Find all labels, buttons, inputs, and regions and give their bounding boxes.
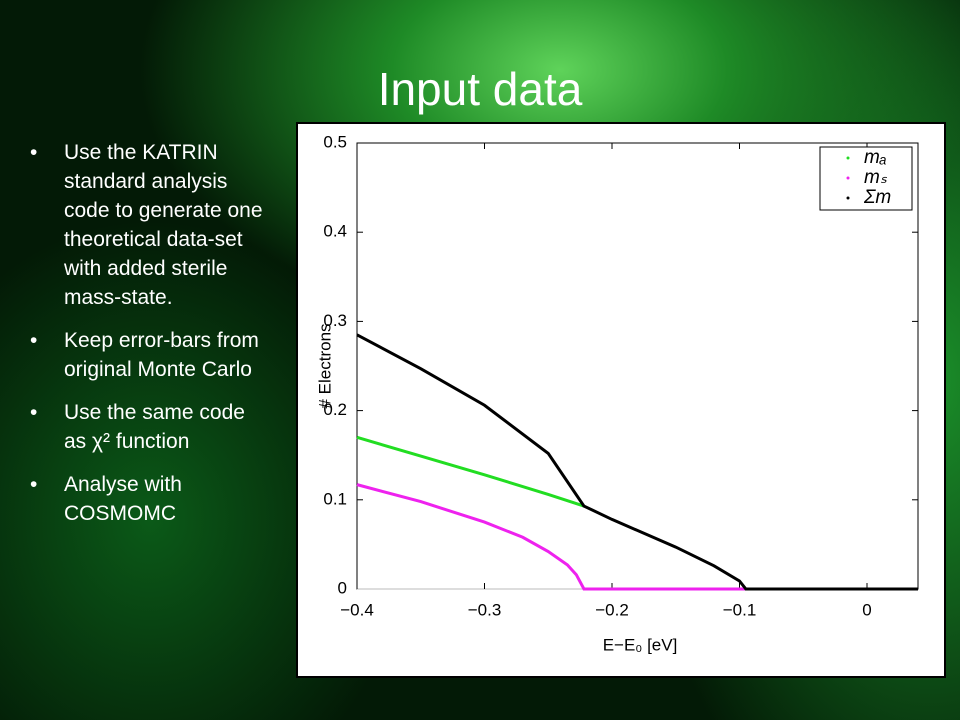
y-tick-label: 0.5	[323, 132, 347, 151]
x-axis-label: E−E₀ [eV]	[603, 635, 678, 654]
legend-marker	[846, 196, 850, 200]
y-tick-label: 0.1	[323, 489, 347, 508]
bullet: Use the KATRIN standard analysis code to…	[28, 138, 268, 312]
legend-marker	[846, 156, 850, 160]
y-tick-label: 0.3	[323, 311, 347, 330]
bullet: Use the same code as χ² function	[28, 398, 268, 456]
bullet-list: Use the KATRIN standard analysis code to…	[28, 138, 268, 542]
slide-title: Input data	[377, 63, 583, 115]
x-tick-label: −0.1	[723, 600, 757, 619]
x-tick-label: −0.2	[595, 600, 629, 619]
y-tick-label: 0.2	[323, 400, 347, 419]
y-axis-label: # Electrons	[315, 323, 334, 408]
x-tick-label: −0.4	[340, 600, 374, 619]
x-tick-label: 0	[862, 600, 871, 619]
series-line	[356, 333, 918, 591]
legend-label: mₛ	[864, 167, 888, 188]
y-tick-label: 0	[338, 578, 347, 597]
legend-label: Σm	[863, 187, 891, 208]
bullet: Analyse with COSMOMC	[28, 470, 268, 528]
legend-label: mₐ	[864, 147, 887, 168]
bullet: Keep error-bars from original Monte Carl…	[28, 326, 268, 384]
x-tick-label: −0.3	[468, 600, 502, 619]
series-line	[356, 435, 585, 508]
y-tick-label: 0.4	[323, 222, 347, 241]
legend-marker	[846, 176, 850, 180]
legend-box	[819, 146, 913, 211]
chart-frame	[296, 122, 946, 678]
series-line	[356, 483, 746, 591]
